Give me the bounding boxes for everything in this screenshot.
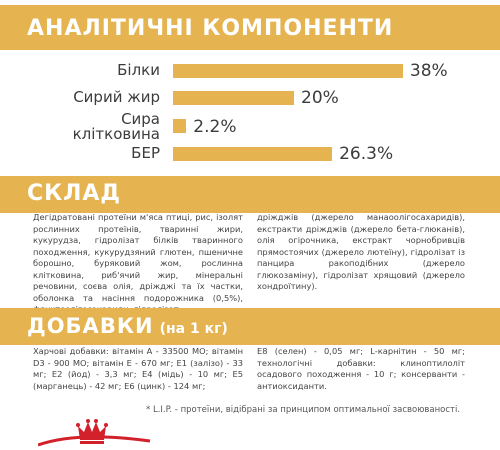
additives-title: ДОБАВКИ (на 1 кг) (27, 314, 228, 338)
nutrient-value: 20% (301, 88, 339, 108)
composition-banner: СКЛАД (0, 176, 500, 213)
nutrient-label: Сира клітковина (72, 110, 160, 143)
nutrient-bar (173, 91, 294, 105)
nutrient-label: Сирий жир (73, 88, 160, 106)
nutrient-bar (173, 119, 187, 133)
additives-banner: ДОБАВКИ (на 1 кг) (0, 308, 500, 345)
royal-canin-crown-logo (38, 419, 151, 447)
nutrient-bar (173, 147, 333, 161)
nutrient-bar (173, 64, 403, 78)
nutrient-value: 26.3% (339, 144, 394, 164)
nutrient-label: Білки (117, 61, 160, 79)
analytics-title: АНАЛІТИЧНІ КОМПОНЕНТИ (27, 16, 394, 41)
nutrient-label: БЕР (131, 144, 160, 162)
nutrient-value: 2.2% (193, 117, 237, 137)
footnote: * L.I.P. - протеїни, відібрані за принци… (146, 405, 461, 415)
nutrient-value: 38% (409, 61, 448, 81)
composition-text-right: дріжджів (джерело манаоолігосахаридів), … (257, 212, 465, 291)
composition-title: СКЛАД (27, 181, 122, 206)
composition-text-left: Дегідратовані протеїни м'яса птиці, рис,… (33, 212, 243, 314)
additives-subtitle: (на 1 кг) (159, 321, 228, 337)
additives-text-right: Е8 (селен) - 0,05 мг; L-карнітин - 50 мг… (257, 346, 465, 391)
additives-text-left: Харчові добавки: вітамін А - 33500 МО; в… (33, 346, 243, 391)
analytics-banner: АНАЛІТИЧНІ КОМПОНЕНТИ (0, 5, 500, 50)
